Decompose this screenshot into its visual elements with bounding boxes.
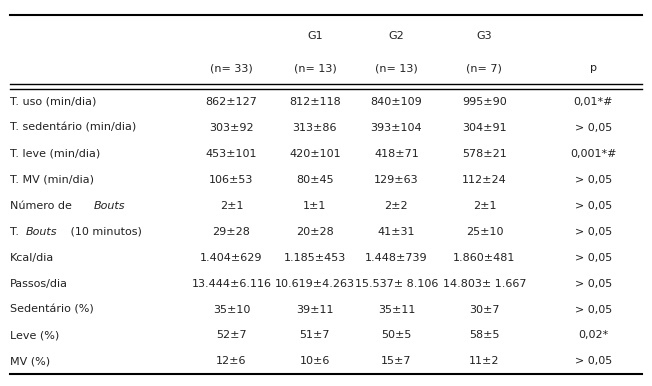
Text: 303±92: 303±92 (209, 123, 254, 133)
Text: 1.860±481: 1.860±481 (453, 252, 516, 262)
Text: 15.537± 8.106: 15.537± 8.106 (355, 279, 438, 288)
Text: T. uso (min/dia): T. uso (min/dia) (10, 97, 96, 107)
Text: 1±1: 1±1 (303, 201, 327, 211)
Text: 995±90: 995±90 (462, 97, 507, 107)
Text: 39±11: 39±11 (296, 305, 334, 315)
Text: T.: T. (10, 227, 22, 237)
Text: 862±127: 862±127 (205, 97, 258, 107)
Text: > 0,05: > 0,05 (574, 227, 612, 237)
Text: 29±28: 29±28 (213, 227, 250, 237)
Text: 51±7: 51±7 (300, 330, 330, 340)
Text: 15±7: 15±7 (381, 356, 411, 366)
Text: 313±86: 313±86 (293, 123, 337, 133)
Text: (n= 7): (n= 7) (466, 63, 503, 73)
Text: p: p (590, 63, 597, 73)
Text: G2: G2 (389, 31, 404, 41)
Text: > 0,05: > 0,05 (574, 305, 612, 315)
Text: 1.448±739: 1.448±739 (365, 252, 428, 262)
Text: 11±2: 11±2 (469, 356, 499, 366)
Text: 1.404±629: 1.404±629 (200, 252, 263, 262)
Text: 0,001*#: 0,001*# (570, 149, 617, 159)
Text: 578±21: 578±21 (462, 149, 507, 159)
Text: G3: G3 (477, 31, 492, 41)
Text: 812±118: 812±118 (289, 97, 341, 107)
Text: T. sedentário (min/dia): T. sedentário (min/dia) (10, 123, 136, 133)
Text: 112±24: 112±24 (462, 175, 507, 185)
Text: 12±6: 12±6 (216, 356, 246, 366)
Text: 106±53: 106±53 (209, 175, 254, 185)
Text: 1.185±453: 1.185±453 (284, 252, 346, 262)
Text: Sedentário (%): Sedentário (%) (10, 305, 93, 315)
Text: > 0,05: > 0,05 (574, 252, 612, 262)
Text: Bouts: Bouts (94, 201, 126, 211)
Text: 2±2: 2±2 (385, 201, 408, 211)
Text: > 0,05: > 0,05 (574, 123, 612, 133)
Text: 418±71: 418±71 (374, 149, 419, 159)
Text: > 0,05: > 0,05 (574, 175, 612, 185)
Text: 41±31: 41±31 (378, 227, 415, 237)
Text: T. MV (min/dia): T. MV (min/dia) (10, 175, 94, 185)
Text: 35±11: 35±11 (378, 305, 415, 315)
Text: Bouts: Bouts (26, 227, 57, 237)
Text: Leve (%): Leve (%) (10, 330, 59, 340)
Text: Número de: Número de (10, 201, 75, 211)
Text: 58±5: 58±5 (469, 330, 499, 340)
Text: 2±1: 2±1 (220, 201, 243, 211)
Text: (n= 13): (n= 13) (293, 63, 336, 73)
Text: 14.803± 1.667: 14.803± 1.667 (443, 279, 526, 288)
Text: 393±104: 393±104 (370, 123, 422, 133)
Text: 50±5: 50±5 (381, 330, 411, 340)
Text: 20±28: 20±28 (296, 227, 334, 237)
Text: (n= 33): (n= 33) (210, 63, 253, 73)
Text: 80±45: 80±45 (296, 175, 334, 185)
Text: 25±10: 25±10 (466, 227, 503, 237)
Text: 13.444±6.116: 13.444±6.116 (192, 279, 271, 288)
Text: Kcal/dia: Kcal/dia (10, 252, 54, 262)
Text: 10.619±4.263: 10.619±4.263 (275, 279, 355, 288)
Text: (n= 13): (n= 13) (375, 63, 418, 73)
Text: 304±91: 304±91 (462, 123, 507, 133)
Text: > 0,05: > 0,05 (574, 201, 612, 211)
Text: 52±7: 52±7 (216, 330, 246, 340)
Text: 0,01*#: 0,01*# (574, 97, 613, 107)
Text: MV (%): MV (%) (10, 356, 50, 366)
Text: 10±6: 10±6 (300, 356, 330, 366)
Text: T. leve (min/dia): T. leve (min/dia) (10, 149, 100, 159)
Text: 420±101: 420±101 (289, 149, 341, 159)
Text: 0,02*: 0,02* (578, 330, 608, 340)
Text: 2±1: 2±1 (473, 201, 496, 211)
Text: (10 minutos): (10 minutos) (67, 227, 141, 237)
Text: 453±101: 453±101 (206, 149, 257, 159)
Text: Passos/dia: Passos/dia (10, 279, 68, 288)
Text: > 0,05: > 0,05 (574, 356, 612, 366)
Text: G1: G1 (307, 31, 323, 41)
Text: > 0,05: > 0,05 (574, 279, 612, 288)
Text: 35±10: 35±10 (213, 305, 250, 315)
Text: 840±109: 840±109 (370, 97, 422, 107)
Text: 30±7: 30±7 (469, 305, 499, 315)
Text: 129±63: 129±63 (374, 175, 419, 185)
